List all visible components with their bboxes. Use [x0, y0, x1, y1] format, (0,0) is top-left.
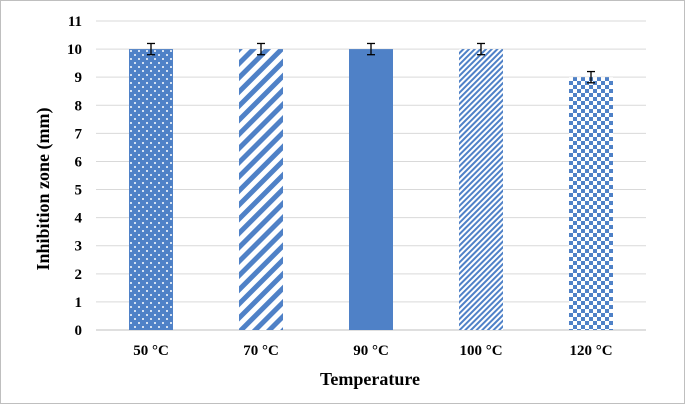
y-tick-label: 6 [75, 154, 83, 170]
x-tick-label: 100 °C [459, 343, 502, 359]
y-tick-label: 5 [75, 183, 83, 199]
bar-3 [459, 49, 503, 330]
y-tick-label: 11 [68, 14, 82, 30]
y-tick-label: 0 [75, 323, 83, 339]
y-tick-label: 10 [67, 42, 82, 58]
bar-4 [569, 77, 613, 330]
x-tick-label: 70 °C [243, 343, 279, 359]
bar-0 [129, 49, 173, 330]
y-axis-title: Inhibition zone (mm) [33, 107, 54, 270]
y-tick-label: 7 [75, 126, 83, 142]
y-tick-label: 4 [75, 211, 83, 227]
bar-1 [239, 49, 283, 330]
y-tick-label: 9 [75, 70, 83, 86]
x-tick-label: 120 °C [569, 343, 612, 359]
y-tick-label: 8 [75, 98, 83, 114]
x-tick-label: 90 °C [353, 343, 389, 359]
y-tick-label: 2 [75, 267, 83, 283]
y-tick-label: 3 [75, 239, 83, 255]
x-axis-title: Temperature [320, 369, 420, 389]
y-tick-label: 1 [75, 295, 83, 311]
x-tick-label: 50 °C [133, 343, 169, 359]
bar-2 [349, 49, 393, 330]
